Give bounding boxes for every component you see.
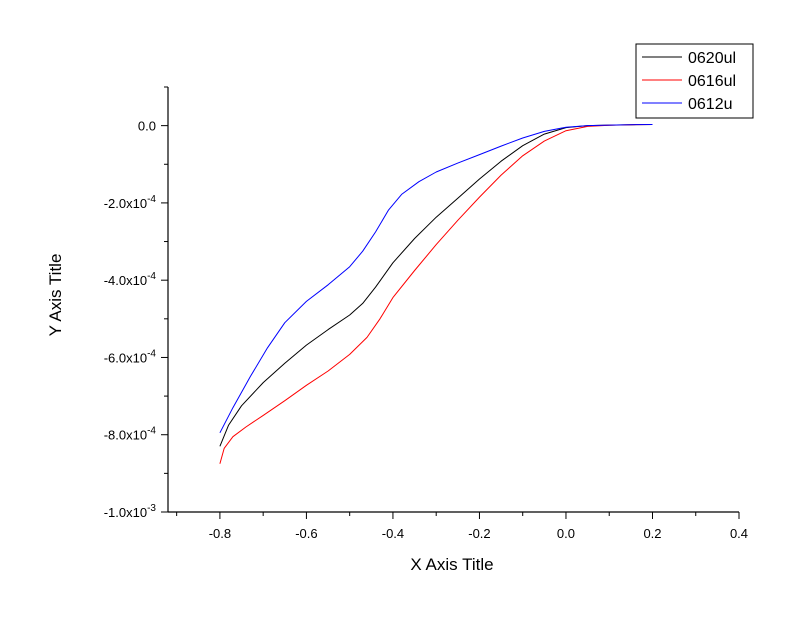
legend: 0620ul 0616ul 0612u — [635, 43, 754, 119]
x-tick-label: 0.0 — [557, 526, 575, 541]
x-tick-label: -0.6 — [295, 526, 317, 541]
legend-label: 0616ul — [688, 73, 736, 90]
series-line-0620ul — [219, 124, 653, 447]
y-tick-label: -2.0x10-4 — [104, 194, 157, 211]
legend-box — [635, 43, 754, 119]
x-tick-label: 0.4 — [730, 526, 748, 541]
y-tick-label: -8.0x10-4 — [104, 426, 157, 443]
y-tick-label: -6.0x10-4 — [104, 348, 157, 365]
series-line-0612u — [219, 124, 653, 434]
x-axis-title: X Axis Title — [410, 555, 493, 574]
legend-label: 0612u — [688, 96, 733, 113]
y-tick-label: -1.0x10-3 — [104, 503, 157, 520]
x-axis-ticks: -0.8 -0.6 -0.4 -0.2 0.0 0.2 0.4 — [176, 512, 748, 541]
x-tick-label: -0.8 — [209, 526, 231, 541]
y-tick-label: 0.0 — [138, 119, 156, 134]
legend-label: 0620ul — [688, 50, 736, 67]
x-tick-label: -0.4 — [382, 526, 404, 541]
x-tick-label: 0.2 — [643, 526, 661, 541]
series-lines — [219, 124, 653, 464]
x-tick-label: -0.2 — [468, 526, 490, 541]
y-tick-label: -4.0x10-4 — [104, 271, 157, 288]
series-line-0616ul — [219, 124, 653, 464]
axes — [167, 87, 739, 513]
y-axis-title: Y Axis Title — [46, 254, 65, 337]
y-axis-ticks: 0.0 -2.0x10-4 -4.0x10-4 -6.0x10-4 -8.0x10-4 -… — [104, 86, 168, 520]
